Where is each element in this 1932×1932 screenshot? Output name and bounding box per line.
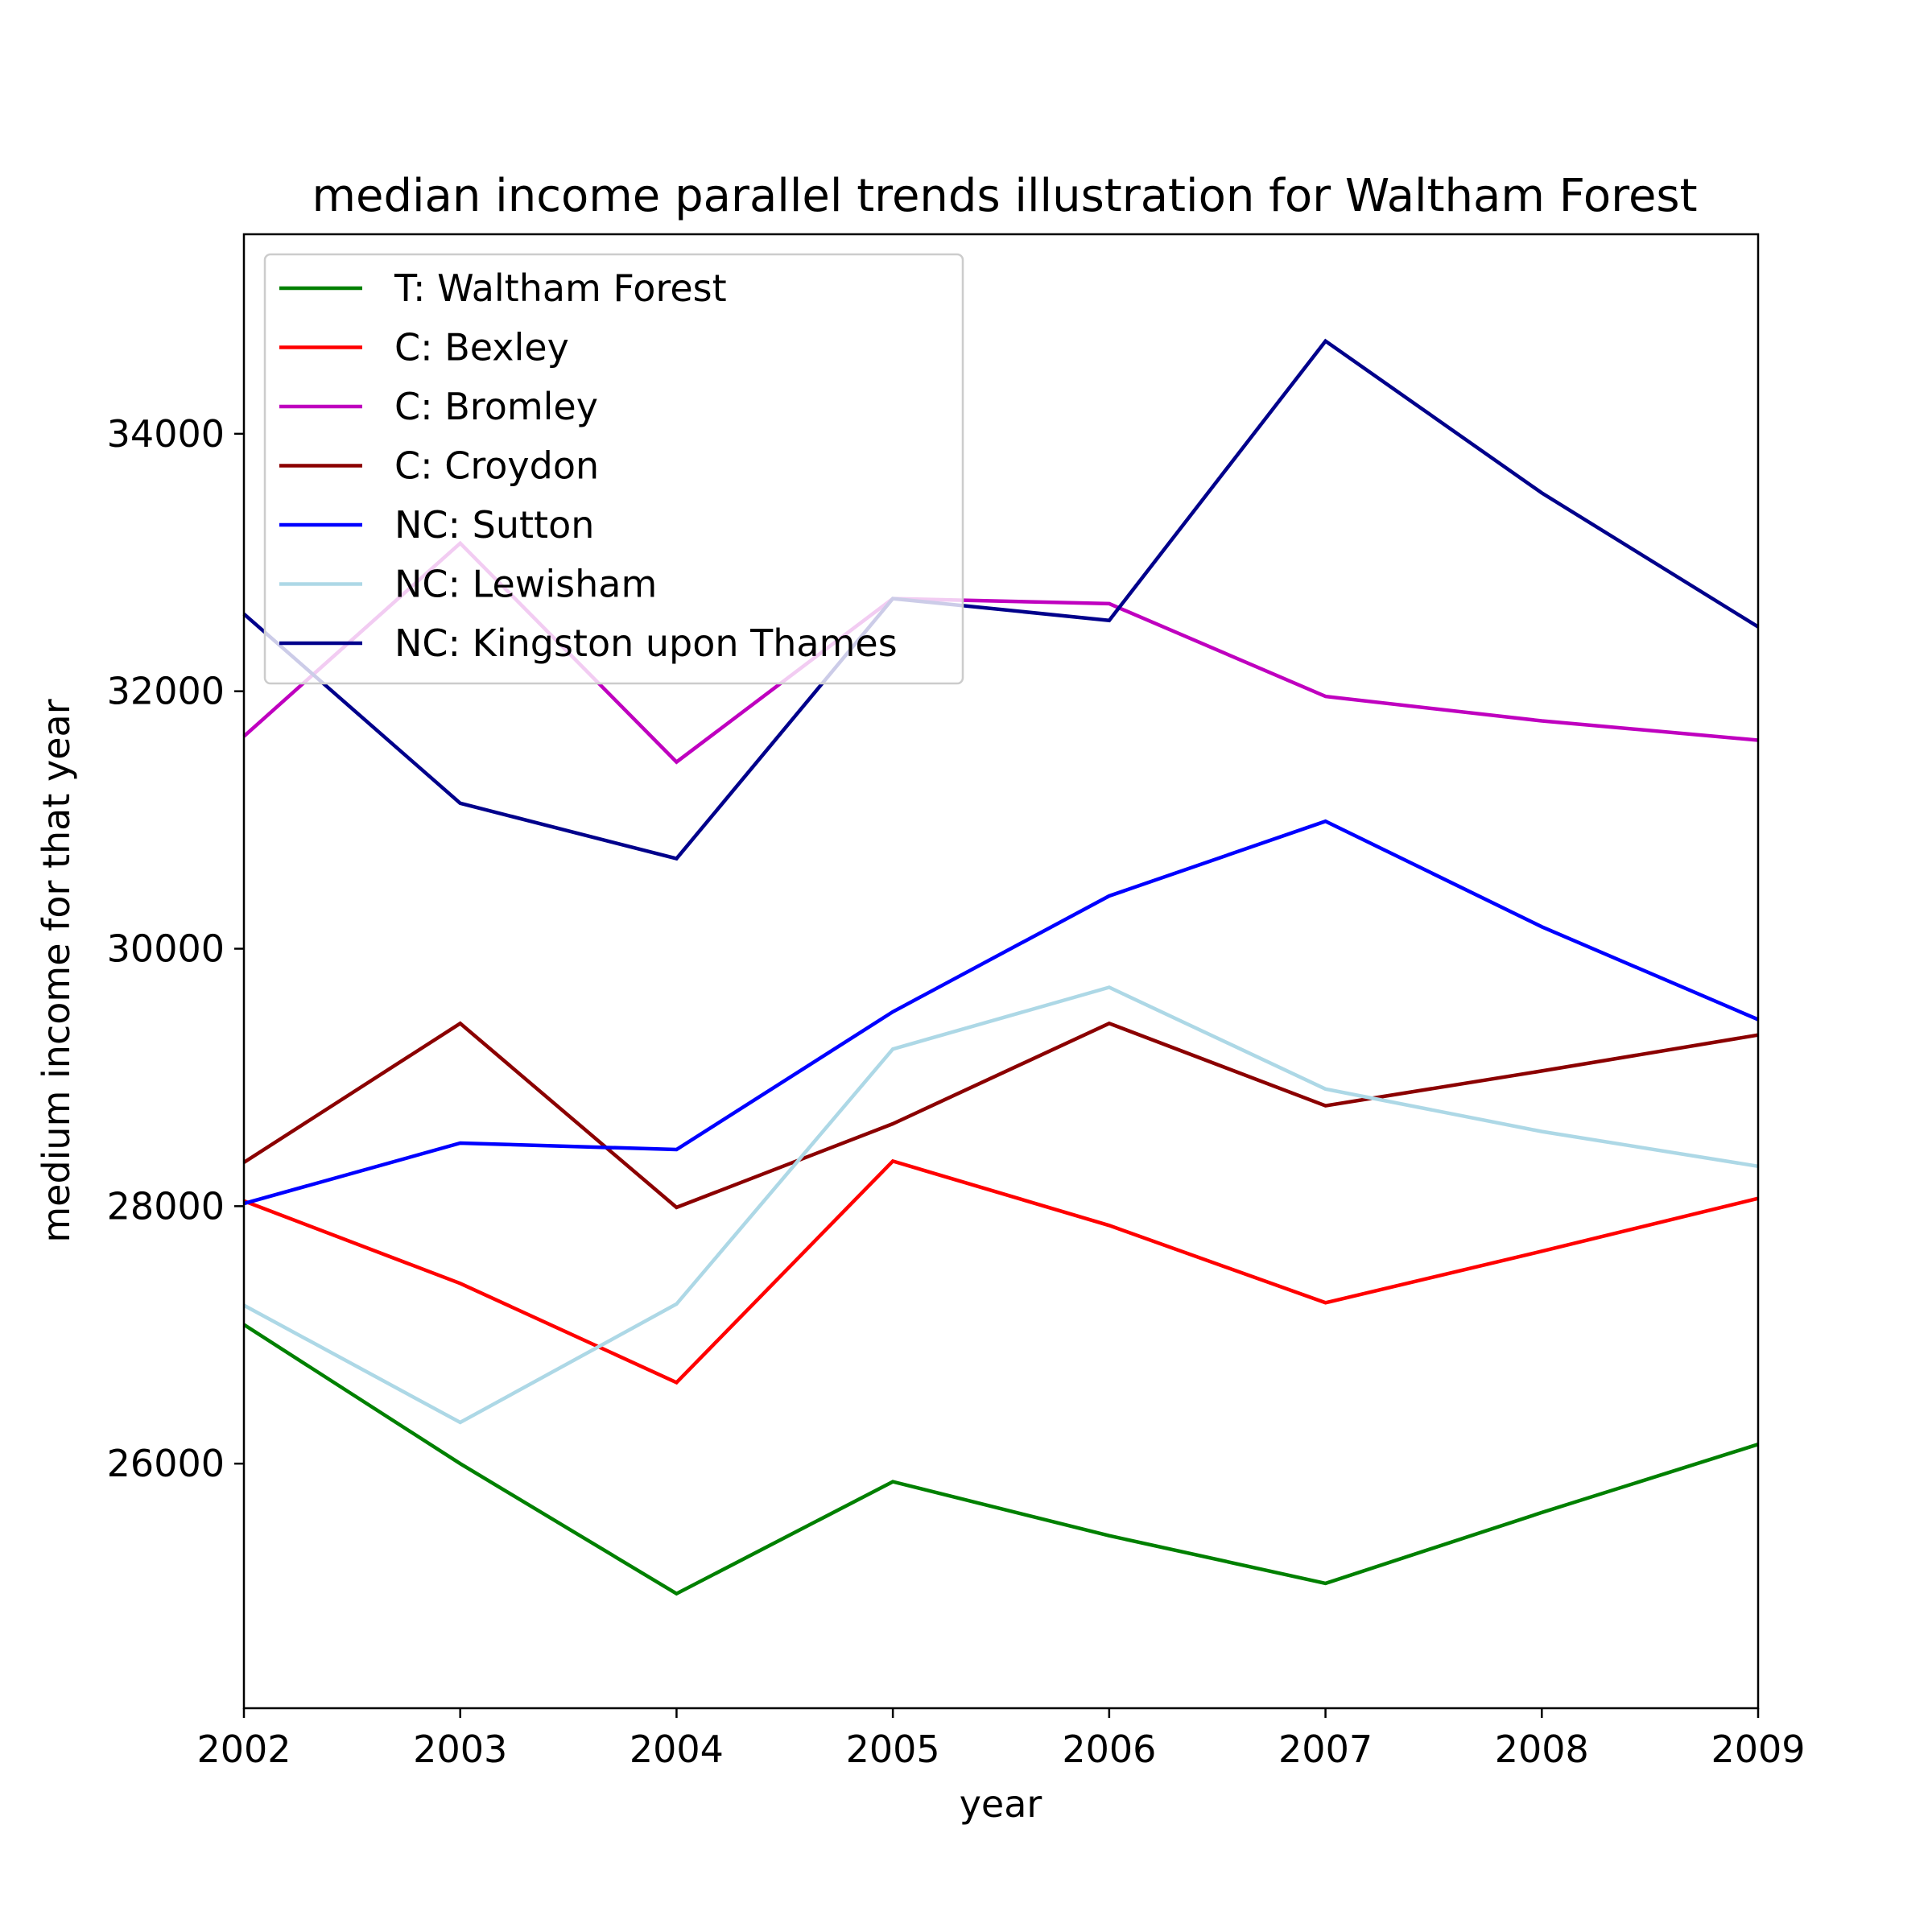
- legend-box: [263, 253, 964, 685]
- x-tick-label-5: 2007: [1278, 1728, 1373, 1771]
- y-tick-label-4: 34000: [107, 412, 225, 456]
- y-axis-label: medium income for that year: [35, 699, 78, 1242]
- y-tick-label-3: 32000: [107, 670, 225, 713]
- x-tick-label-4: 2006: [1062, 1728, 1156, 1771]
- y-tick-label-2: 30000: [107, 927, 225, 971]
- x-tick-label-2: 2004: [630, 1728, 724, 1771]
- x-axis-ticks: 2002 2003 2004 2005 2006 2007 2008 2009: [196, 1708, 1806, 1771]
- x-tick-label-7: 2009: [1711, 1728, 1805, 1771]
- legend-label-4: NC: Sutton: [394, 503, 594, 547]
- legend-label-3: C: Croydon: [394, 444, 599, 488]
- legend-label-5: NC: Lewisham: [394, 563, 657, 606]
- series-line-5: [242, 985, 1759, 1425]
- legend: T: Waltham Forest C: Bexley C: Bromley C: C…: [263, 253, 964, 685]
- x-tick-label-0: 2002: [196, 1728, 291, 1771]
- series-line-0: [242, 1323, 1759, 1596]
- legend-label-1: C: Bexley: [394, 326, 569, 369]
- series-line-6: [242, 338, 1760, 861]
- legend-label-2: C: Bromley: [394, 385, 598, 428]
- series-line-4: [243, 819, 1759, 1206]
- y-axis-ticks: 26000 28000 30000 32000 34000: [107, 412, 244, 1485]
- series-line-1: [243, 1158, 1759, 1385]
- plot-area-frame: [242, 233, 1760, 1710]
- x-tick-label-1: 2003: [413, 1728, 507, 1771]
- x-tick-label-3: 2005: [846, 1728, 940, 1771]
- x-axis-label: year: [960, 1782, 1042, 1826]
- legend-label-0: T: Waltham Forest: [394, 266, 727, 310]
- series-line-3: [242, 1021, 1759, 1210]
- chart-title: median income parallel trends illustrati…: [312, 170, 1697, 222]
- y-tick-label-0: 26000: [107, 1442, 225, 1485]
- y-tick-label-1: 28000: [107, 1184, 225, 1228]
- legend-label-6: NC: Kingston upon Thames: [394, 621, 898, 665]
- x-tick-label-6: 2008: [1495, 1728, 1589, 1771]
